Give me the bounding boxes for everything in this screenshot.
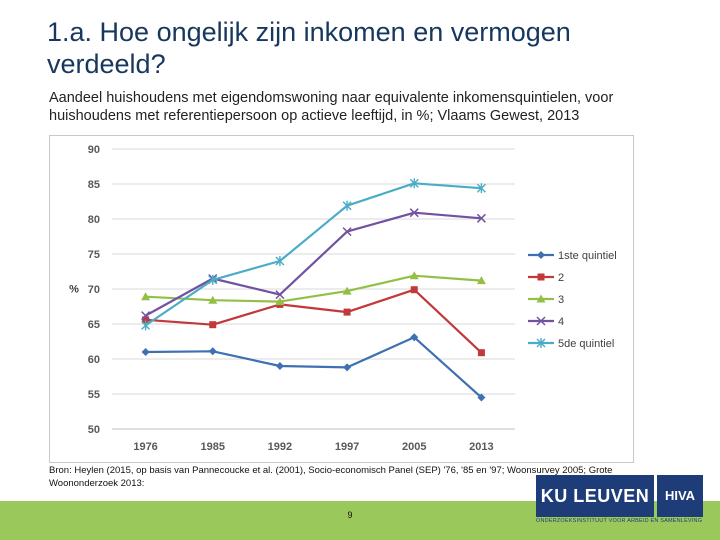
y-tick-label: 60 <box>88 354 100 366</box>
data-point <box>342 227 352 237</box>
data-point <box>409 208 419 218</box>
legend: 1ste quintiel 2 3 4 5de quintiel <box>528 250 617 350</box>
legend-label: 5de quintiel <box>558 338 614 350</box>
y-tick-label: 50 <box>88 424 100 436</box>
legend-item: 2 <box>528 272 564 284</box>
data-point <box>537 273 545 281</box>
series-line <box>145 274 482 303</box>
data-point <box>536 294 546 303</box>
data-point <box>208 274 218 285</box>
data-point <box>536 338 546 348</box>
data-point <box>141 320 151 331</box>
data-point <box>477 349 485 357</box>
data-point <box>275 297 285 306</box>
data-point <box>477 393 486 402</box>
legend-item: 4 <box>528 316 564 328</box>
data-point <box>476 183 486 194</box>
data-point <box>208 295 218 304</box>
legend-item: 5de quintiel <box>528 338 614 350</box>
data-point <box>208 347 217 356</box>
series-line <box>144 182 482 327</box>
legend-item: 3 <box>528 294 564 306</box>
x-tick-label: 2005 <box>402 441 426 453</box>
data-point <box>537 251 545 259</box>
legend-label: 2 <box>558 272 564 284</box>
chart-frame: 50 55 60 65 70 75 80 85 90% 1976 1985 1992 1997 2005 2… <box>49 135 634 463</box>
data-point <box>275 290 285 300</box>
slide-title: 1.a. Hoe ongelijk zijn inkomen en vermog… <box>47 17 571 79</box>
hiva-logo: HIVA <box>657 475 703 517</box>
chart-subtitle: Aandeel huishoudens met eigendomswoning … <box>49 90 614 124</box>
y-tick-label: 90 <box>88 144 100 156</box>
ku-leuven-logo: KU LEUVEN <box>536 475 654 517</box>
series-lines <box>141 178 486 402</box>
legend-item: 1ste quintiel <box>528 250 617 262</box>
data-point <box>476 276 486 285</box>
data-point <box>476 213 486 223</box>
grid-lines <box>112 148 515 430</box>
series-1ste-quintiel <box>141 333 486 402</box>
y-tick-label: 85 <box>88 179 100 191</box>
y-tick-label: 70 <box>88 284 100 296</box>
source-note: Bron: Heylen (2015, op basis van Panneco… <box>49 465 613 489</box>
logo-caption: ONDERZOEKSINSTITUUT VOOR ARBEID EN SAMEN… <box>536 518 703 524</box>
data-point <box>410 286 418 294</box>
legend-label: 3 <box>558 294 564 306</box>
legend-label: 4 <box>558 316 564 328</box>
page-number: 9 <box>347 510 353 520</box>
series-line <box>145 336 483 399</box>
series-line <box>145 211 482 317</box>
data-point <box>342 200 352 211</box>
data-point <box>209 321 217 329</box>
series-5de-quintiel <box>141 178 486 331</box>
axes: 50 55 60 65 70 75 80 85 90% 1976 1985 1992 1997 2005 2… <box>69 144 515 453</box>
series-line <box>145 288 483 354</box>
data-point <box>141 311 151 321</box>
x-tick-label: 1997 <box>335 441 359 453</box>
x-tick-label: 1985 <box>201 441 225 453</box>
y-tick-label: 55 <box>88 389 100 401</box>
x-tick-label: 1976 <box>133 441 157 453</box>
series-4 <box>141 208 486 321</box>
x-tick-label: 2013 <box>469 441 493 453</box>
data-point <box>275 256 285 266</box>
y-tick-label: 75 <box>88 249 100 261</box>
data-point <box>342 286 352 295</box>
data-point <box>141 348 150 356</box>
data-point <box>409 271 419 280</box>
y-axis-label: % <box>69 284 79 296</box>
legend-label: 1ste quintiel <box>558 250 617 262</box>
y-tick-label: 65 <box>88 319 100 331</box>
data-point <box>536 316 546 326</box>
y-tick-label: 80 <box>88 214 100 226</box>
data-point <box>410 333 419 342</box>
data-point <box>142 316 150 324</box>
data-point <box>275 362 284 370</box>
x-tick-label: 1992 <box>268 441 292 453</box>
data-point <box>141 292 151 301</box>
data-point <box>343 308 351 316</box>
data-point <box>343 363 352 372</box>
line-chart: 50 55 60 65 70 75 80 85 90% 1976 1985 1992 1997 2005 2… <box>69 144 617 453</box>
series-3 <box>141 271 486 306</box>
data-point <box>409 178 419 189</box>
